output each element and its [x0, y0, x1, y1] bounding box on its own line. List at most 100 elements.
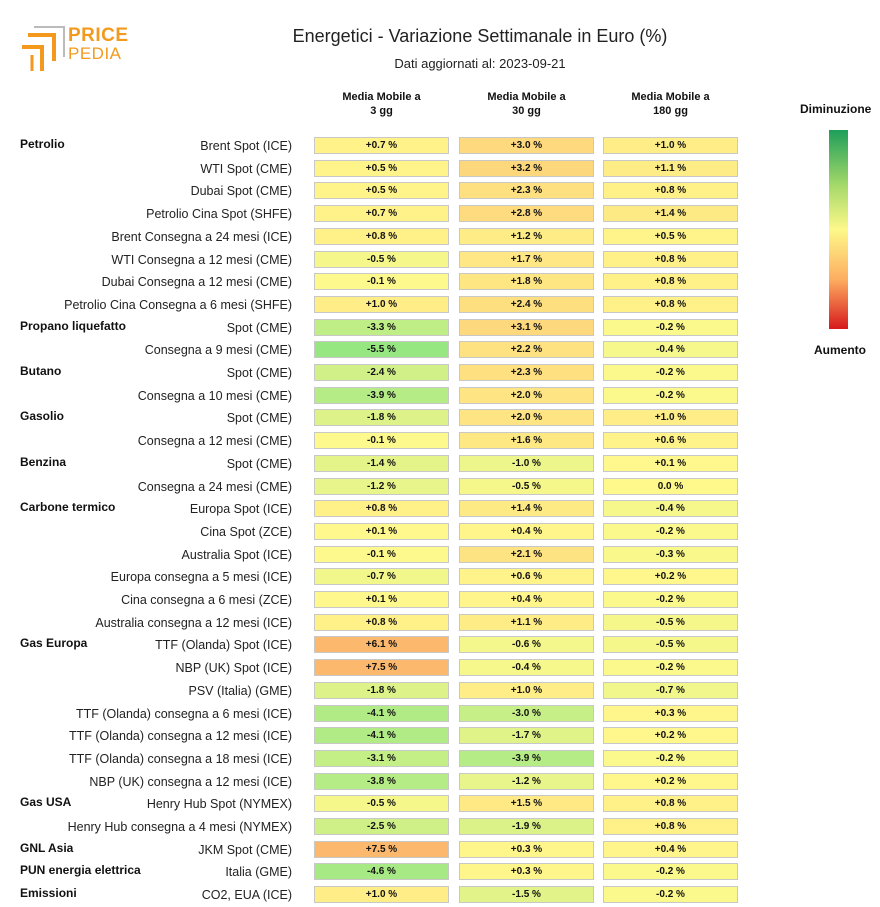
table-row: Henry Hub consegna a 4 mesi (NYMEX) -2.5 … [0, 816, 760, 839]
heatmap-cell: -0.1 % [314, 545, 449, 563]
heatmap-cell: -3.9 % [459, 749, 594, 767]
heatmap-cell: +0.8 % [603, 295, 738, 313]
heatmap-cell: +1.0 % [603, 137, 738, 154]
heatmap-cell: +7.5 % [314, 840, 449, 858]
heatmap-cell: +1.7 % [459, 250, 594, 268]
table-row: Petrolio Cina Consegna a 6 mesi (SHFE) +1… [0, 294, 760, 317]
legend-label-increase: Aumento [814, 343, 866, 357]
row-label: PSV (Italia) (GME) [188, 683, 293, 698]
heatmap-cell: +1.6 % [459, 432, 594, 450]
heatmap-cell: +0.8 % [603, 795, 738, 813]
heatmap-cell: -0.2 % [603, 886, 738, 904]
heatmap-cell: +2.3 % [459, 182, 594, 200]
heatmap-cell: +3.2 % [459, 159, 594, 177]
column-header-3gg: Media Mobile a 3 gg [314, 90, 449, 118]
row-label: Spot (CME) [226, 366, 292, 380]
heatmap-cell: +1.0 % [459, 681, 594, 699]
table-row: Benzina Spot (CME) -1.4 % -1.0 % +0.1 % [0, 453, 760, 476]
heatmap-cell: +0.6 % [603, 432, 738, 450]
heatmap-cell: +0.4 % [459, 591, 594, 608]
heatmap-cell: +1.2 % [459, 227, 594, 245]
heatmap-cell: +0.3 % [459, 840, 594, 858]
heatmap-cell: -0.2 % [603, 318, 738, 336]
heatmap-cell: +1.1 % [459, 613, 594, 631]
heatmap-cell: -0.2 % [603, 659, 738, 677]
column-header-line2: 3 gg [370, 105, 393, 117]
heatmap-cell: -3.0 % [459, 704, 594, 722]
heatmap-cell: -0.7 % [603, 681, 738, 699]
heatmap-cell: +0.8 % [603, 273, 738, 291]
row-label: Europa consegna a 5 mesi (ICE) [110, 570, 292, 585]
heatmap-cell: +0.8 % [603, 250, 738, 268]
heatmap-cell: -0.1 % [314, 273, 449, 291]
heatmap-cell: -1.9 % [459, 818, 594, 835]
table-row: Consegna a 9 mesi (CME) -5.5 % +2.2 % -0.4 … [0, 339, 760, 362]
group-label: Petrolio [20, 137, 65, 151]
chart-subtitle: Dati aggiornati al: 2023-09-21 [394, 56, 566, 71]
heatmap-cell: -3.1 % [314, 749, 449, 767]
heatmap-cell: +7.5 % [314, 659, 449, 677]
heatmap-cell: -1.7 % [459, 727, 594, 745]
heatmap-cell: -4.1 % [314, 727, 449, 745]
heatmap-cell: -1.2 % [314, 477, 449, 495]
heatmap-cell: +2.0 % [459, 409, 594, 427]
row-label: Australia Spot (ICE) [181, 547, 292, 562]
logo-text-price: PRICE [68, 25, 129, 46]
heatmap-cell: -3.8 % [314, 772, 449, 790]
column-header-line1: Media Mobile a [342, 91, 421, 103]
heatmap-cell: +0.1 % [314, 591, 449, 608]
column-header-line1: Media Mobile a [631, 91, 710, 103]
row-label: TTF (Olanda) consegna a 18 mesi (ICE) [69, 751, 292, 766]
table-row: Emissioni CO2, EUA (ICE) +1.0 % -1.5 % -0.2 … [0, 884, 760, 907]
table-row: Australia Spot (ICE) -0.1 % +2.1 % -0.3 % [0, 544, 760, 567]
heatmap-cell: +0.8 % [314, 500, 449, 518]
group-label: Butano [20, 364, 62, 378]
row-label: WTI Consegna a 12 mesi (CME) [111, 252, 292, 267]
logo-text-pedia: PEDIA [68, 44, 122, 63]
row-label: Cina Spot (ZCE) [200, 524, 292, 539]
heatmap-cell: -0.1 % [314, 432, 449, 450]
heatmap-cell: +0.2 % [603, 727, 738, 745]
heatmap-cell: -0.4 % [459, 659, 594, 677]
heatmap-cell: +0.2 % [603, 568, 738, 586]
heatmap-cell: -3.9 % [314, 386, 449, 404]
heatmap-cell: -1.2 % [459, 772, 594, 790]
heatmap-cell: -0.5 % [459, 477, 594, 495]
row-label: Australia consegna a 12 mesi (ICE) [95, 615, 292, 630]
heatmap-cell: -1.5 % [459, 886, 594, 904]
row-label: Italia (GME) [225, 865, 292, 880]
heatmap-cell: +0.4 % [603, 840, 738, 858]
column-header-180gg: Media Mobile a 180 gg [603, 90, 738, 118]
heatmap-cell: +0.3 % [459, 863, 594, 881]
table-row: Consegna a 10 mesi (CME) -3.9 % +2.0 % -0.2… [0, 385, 760, 408]
heatmap-cell: +0.5 % [314, 182, 449, 200]
table-row: Butano Spot (CME) -2.4 % +2.3 % -0.2 % [0, 362, 760, 385]
heatmap-cell: +1.0 % [603, 409, 738, 427]
table-row: Gasolio Spot (CME) -1.8 % +2.0 % +1.0 % [0, 407, 760, 430]
group-label: Gasolio [20, 409, 65, 424]
table-row: WTI Spot (CME) +0.5 % +3.2 % +1.1 % [0, 158, 760, 181]
heatmap-cell: +0.4 % [459, 522, 594, 540]
row-label: Spot (CME) [226, 456, 292, 471]
row-label: Consegna a 9 mesi (CME) [144, 343, 292, 358]
heatmap-cell: -0.5 % [603, 636, 738, 654]
heatmap-cell: -3.3 % [314, 318, 449, 336]
row-label: Spot (CME) [226, 320, 292, 335]
row-label: Henry Hub Spot (NYMEX) [146, 797, 292, 812]
heatmap-cell: +2.8 % [459, 205, 594, 223]
table-row: NBP (UK) Spot (ICE) +7.5 % -0.4 % -0.2 % [0, 657, 760, 680]
row-label: Brent Spot (ICE) [200, 139, 292, 153]
heatmap-cell: +2.0 % [459, 386, 594, 404]
row-label: Consegna a 10 mesi (CME) [137, 388, 292, 403]
row-label: TTF (Olanda) consegna a 12 mesi (ICE) [69, 729, 292, 744]
column-header-line2: 30 gg [512, 105, 541, 117]
heatmap-cell: -5.5 % [314, 341, 449, 359]
table-row: PSV (Italia) (GME) -1.8 % +1.0 % -0.7 % [0, 680, 760, 703]
table-row: Propano liquefatto Spot (CME) -3.3 % +3.1 %… [0, 317, 760, 340]
heatmap-cell: +3.1 % [459, 318, 594, 336]
heatmap-cell: -0.5 % [603, 613, 738, 631]
legend-label-decrease: Diminuzione [800, 102, 872, 116]
heatmap-cell: +0.8 % [314, 227, 449, 245]
heatmap-cell: +3.0 % [459, 137, 594, 154]
group-label: Benzina [20, 454, 67, 469]
